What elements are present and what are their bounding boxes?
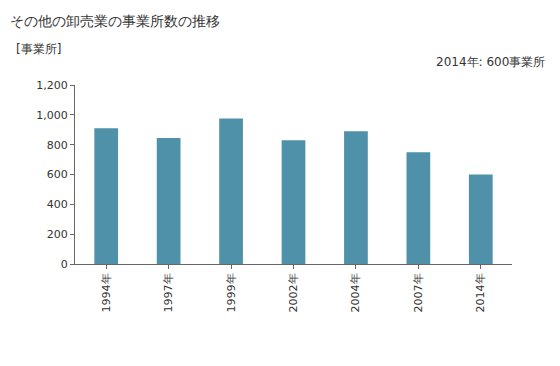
svg-text:1997年: 1997年 — [162, 273, 175, 312]
svg-text:1999年: 1999年 — [225, 273, 238, 312]
svg-text:その他の卸売業の事業所数の推移: その他の卸売業の事業所数の推移 — [10, 13, 220, 29]
svg-text:[事業所]: [事業所] — [16, 42, 61, 56]
svg-text:1994年: 1994年 — [100, 273, 113, 312]
svg-text:1,000: 1,000 — [36, 109, 68, 122]
svg-text:200: 200 — [47, 228, 68, 241]
svg-text:2002年: 2002年 — [287, 273, 300, 312]
svg-text:800: 800 — [47, 139, 68, 152]
svg-text:0: 0 — [61, 258, 68, 271]
svg-text:1,200: 1,200 — [36, 79, 68, 92]
svg-text:400: 400 — [47, 198, 68, 211]
svg-text:2004年: 2004年 — [350, 273, 363, 312]
svg-text:600: 600 — [47, 168, 68, 181]
svg-text:2014年: 600事業所: 2014年: 600事業所 — [436, 55, 545, 69]
svg-text:2007年: 2007年 — [412, 273, 425, 312]
svg-text:2014年: 2014年 — [474, 273, 487, 312]
